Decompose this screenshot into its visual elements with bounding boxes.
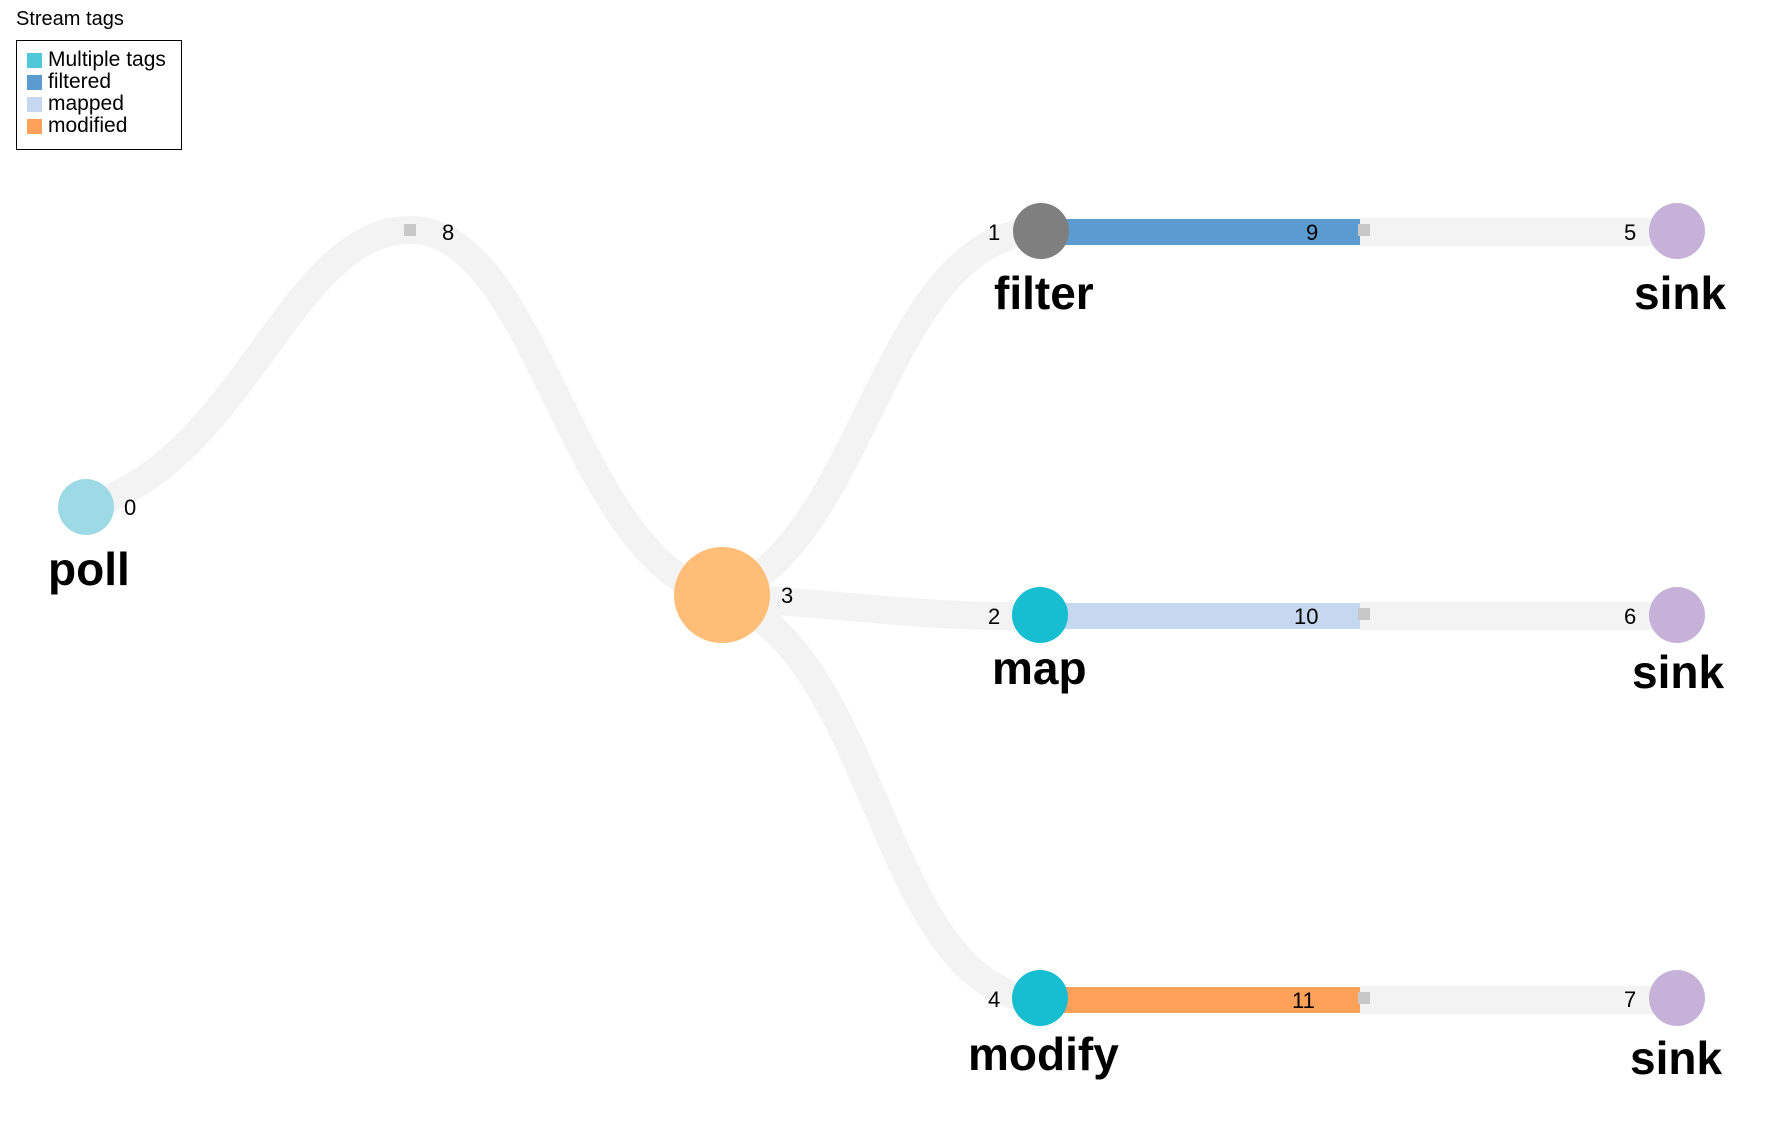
node-id-label: 6	[1624, 604, 1636, 629]
link-id-label: 11	[1292, 988, 1315, 1013]
legend-item-filtered[interactable]: filtered	[27, 70, 112, 93]
node-name-labels: poll filter map modify sink sink sink	[47, 266, 1728, 1086]
link-marker	[1358, 608, 1370, 620]
link-filtered-bar[interactable]	[1040, 219, 1360, 245]
link-filter-to-sink-tail[interactable]	[1360, 218, 1680, 246]
link-id-label: 8	[442, 220, 454, 245]
link-id-labels: 8 9 10 11	[442, 220, 1318, 1013]
node-modify[interactable]	[1012, 970, 1068, 1026]
node-split[interactable]	[674, 547, 770, 643]
node-name-label: modify	[968, 1028, 1119, 1080]
node-name-label: sink	[1632, 646, 1724, 698]
node-map[interactable]	[1012, 587, 1068, 643]
links-layer	[72, 215, 1680, 1014]
link-split-to-modify[interactable]	[707, 583, 1054, 1014]
node-id-label: 4	[988, 987, 1000, 1012]
legend-title: Stream tags	[16, 8, 124, 30]
link-modified-bar[interactable]	[1040, 987, 1360, 1013]
link-modify-to-sink-tail[interactable]	[1360, 986, 1680, 1014]
node-sink[interactable]	[1649, 203, 1705, 259]
legend-label: Multiple tags	[48, 48, 166, 71]
node-sink[interactable]	[1649, 970, 1705, 1026]
link-marker	[1358, 224, 1370, 236]
node-id-label: 2	[988, 604, 1000, 629]
link-split-to-filter[interactable]	[707, 216, 1054, 611]
link-map-to-sink-tail[interactable]	[1360, 602, 1680, 630]
node-name-label: poll	[48, 543, 130, 595]
node-id-label: 3	[781, 583, 793, 608]
node-id-label: 5	[1624, 220, 1636, 245]
link-mapped-bar[interactable]	[1040, 603, 1360, 629]
node-name-label: map	[992, 642, 1087, 694]
link-poll-to-split[interactable]	[72, 215, 735, 611]
legend-swatch	[27, 52, 42, 68]
node-filter[interactable]	[1013, 203, 1069, 259]
link-id-label: 9	[1306, 220, 1318, 245]
link-marker	[404, 224, 416, 236]
link-id-label: 10	[1294, 604, 1318, 629]
legend-swatch	[27, 96, 42, 112]
node-id-label: 0	[124, 495, 136, 520]
node-id-labels: 0 1 2 3 4 5 6 7	[124, 220, 1636, 1012]
node-name-label: sink	[1634, 267, 1726, 319]
legend-swatch	[27, 118, 42, 134]
node-id-label: 1	[988, 220, 1000, 245]
node-id-label: 7	[1624, 987, 1636, 1012]
node-name-label: filter	[994, 267, 1094, 319]
node-poll[interactable]	[58, 479, 114, 535]
node-name-label: sink	[1630, 1032, 1722, 1084]
link-marker	[1358, 992, 1370, 1004]
legend-label: mapped	[48, 92, 124, 115]
node-sink[interactable]	[1649, 587, 1705, 643]
legend-label: filtered	[48, 70, 112, 93]
nodes-layer	[58, 203, 1705, 1026]
legend-item-mapped[interactable]: mapped	[27, 92, 124, 115]
legend-label: modified	[48, 114, 128, 137]
legend: Multiple tags filtered mapped modified	[16, 40, 182, 150]
legend-item-multiple-tags[interactable]: Multiple tags	[27, 48, 166, 71]
legend-item-modified[interactable]: modified	[27, 114, 128, 137]
legend-swatch	[27, 74, 42, 90]
